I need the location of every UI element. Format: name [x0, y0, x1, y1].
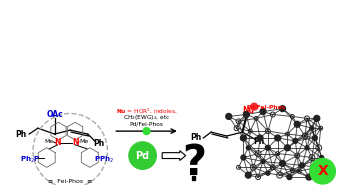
Circle shape	[294, 121, 300, 127]
Text: Nu: Nu	[242, 106, 254, 115]
Circle shape	[310, 159, 336, 184]
Circle shape	[251, 103, 258, 110]
Text: ≡  Fei-Phos  ≡: ≡ Fei-Phos ≡	[48, 179, 92, 184]
Text: Ph: Ph	[16, 129, 27, 139]
Text: PPh$_2$: PPh$_2$	[94, 154, 115, 165]
Text: Ph: Ph	[93, 139, 104, 148]
Text: X: X	[317, 164, 328, 178]
Text: Pd/Fei-Phos: Pd/Fei-Phos	[130, 122, 163, 127]
Circle shape	[241, 155, 246, 160]
Circle shape	[312, 136, 317, 140]
Circle shape	[280, 160, 286, 166]
Text: Ph: Ph	[190, 133, 201, 143]
Text: Ph$_2$P: Ph$_2$P	[20, 154, 40, 165]
Text: Me: Me	[44, 139, 53, 144]
Circle shape	[240, 135, 246, 141]
Circle shape	[310, 126, 314, 130]
Circle shape	[246, 146, 250, 150]
Text: Pd: Pd	[135, 151, 150, 161]
Circle shape	[285, 145, 290, 151]
Text: N: N	[54, 138, 61, 147]
Text: CH$_2$(EWG)$_2$, etc: CH$_2$(EWG)$_2$, etc	[123, 113, 170, 122]
Circle shape	[287, 175, 292, 180]
Circle shape	[293, 139, 298, 143]
Circle shape	[245, 172, 251, 178]
Circle shape	[143, 128, 150, 135]
Text: N: N	[72, 138, 78, 147]
Text: Pd/Fei-Phos: Pd/Fei-Phos	[247, 104, 286, 109]
Bar	[192, 176, 196, 180]
Circle shape	[306, 174, 312, 180]
Text: Ph: Ph	[253, 137, 265, 146]
Text: Me: Me	[79, 139, 89, 144]
Circle shape	[257, 135, 263, 141]
Circle shape	[261, 160, 265, 163]
Circle shape	[300, 163, 305, 168]
FancyArrow shape	[162, 151, 186, 160]
Text: OAc: OAc	[46, 110, 63, 119]
Circle shape	[305, 146, 309, 150]
Circle shape	[129, 142, 156, 169]
Circle shape	[266, 171, 270, 175]
Circle shape	[265, 145, 270, 150]
Text: $\mathbf{Nu}$ = HOR$^1$, indoles,: $\mathbf{Nu}$ = HOR$^1$, indoles,	[116, 106, 177, 115]
Circle shape	[280, 106, 286, 112]
Circle shape	[314, 115, 320, 121]
Circle shape	[244, 112, 249, 117]
Circle shape	[275, 135, 280, 141]
Circle shape	[320, 156, 324, 160]
Text: ?: ?	[182, 143, 207, 184]
Circle shape	[260, 109, 266, 115]
Circle shape	[226, 114, 232, 119]
